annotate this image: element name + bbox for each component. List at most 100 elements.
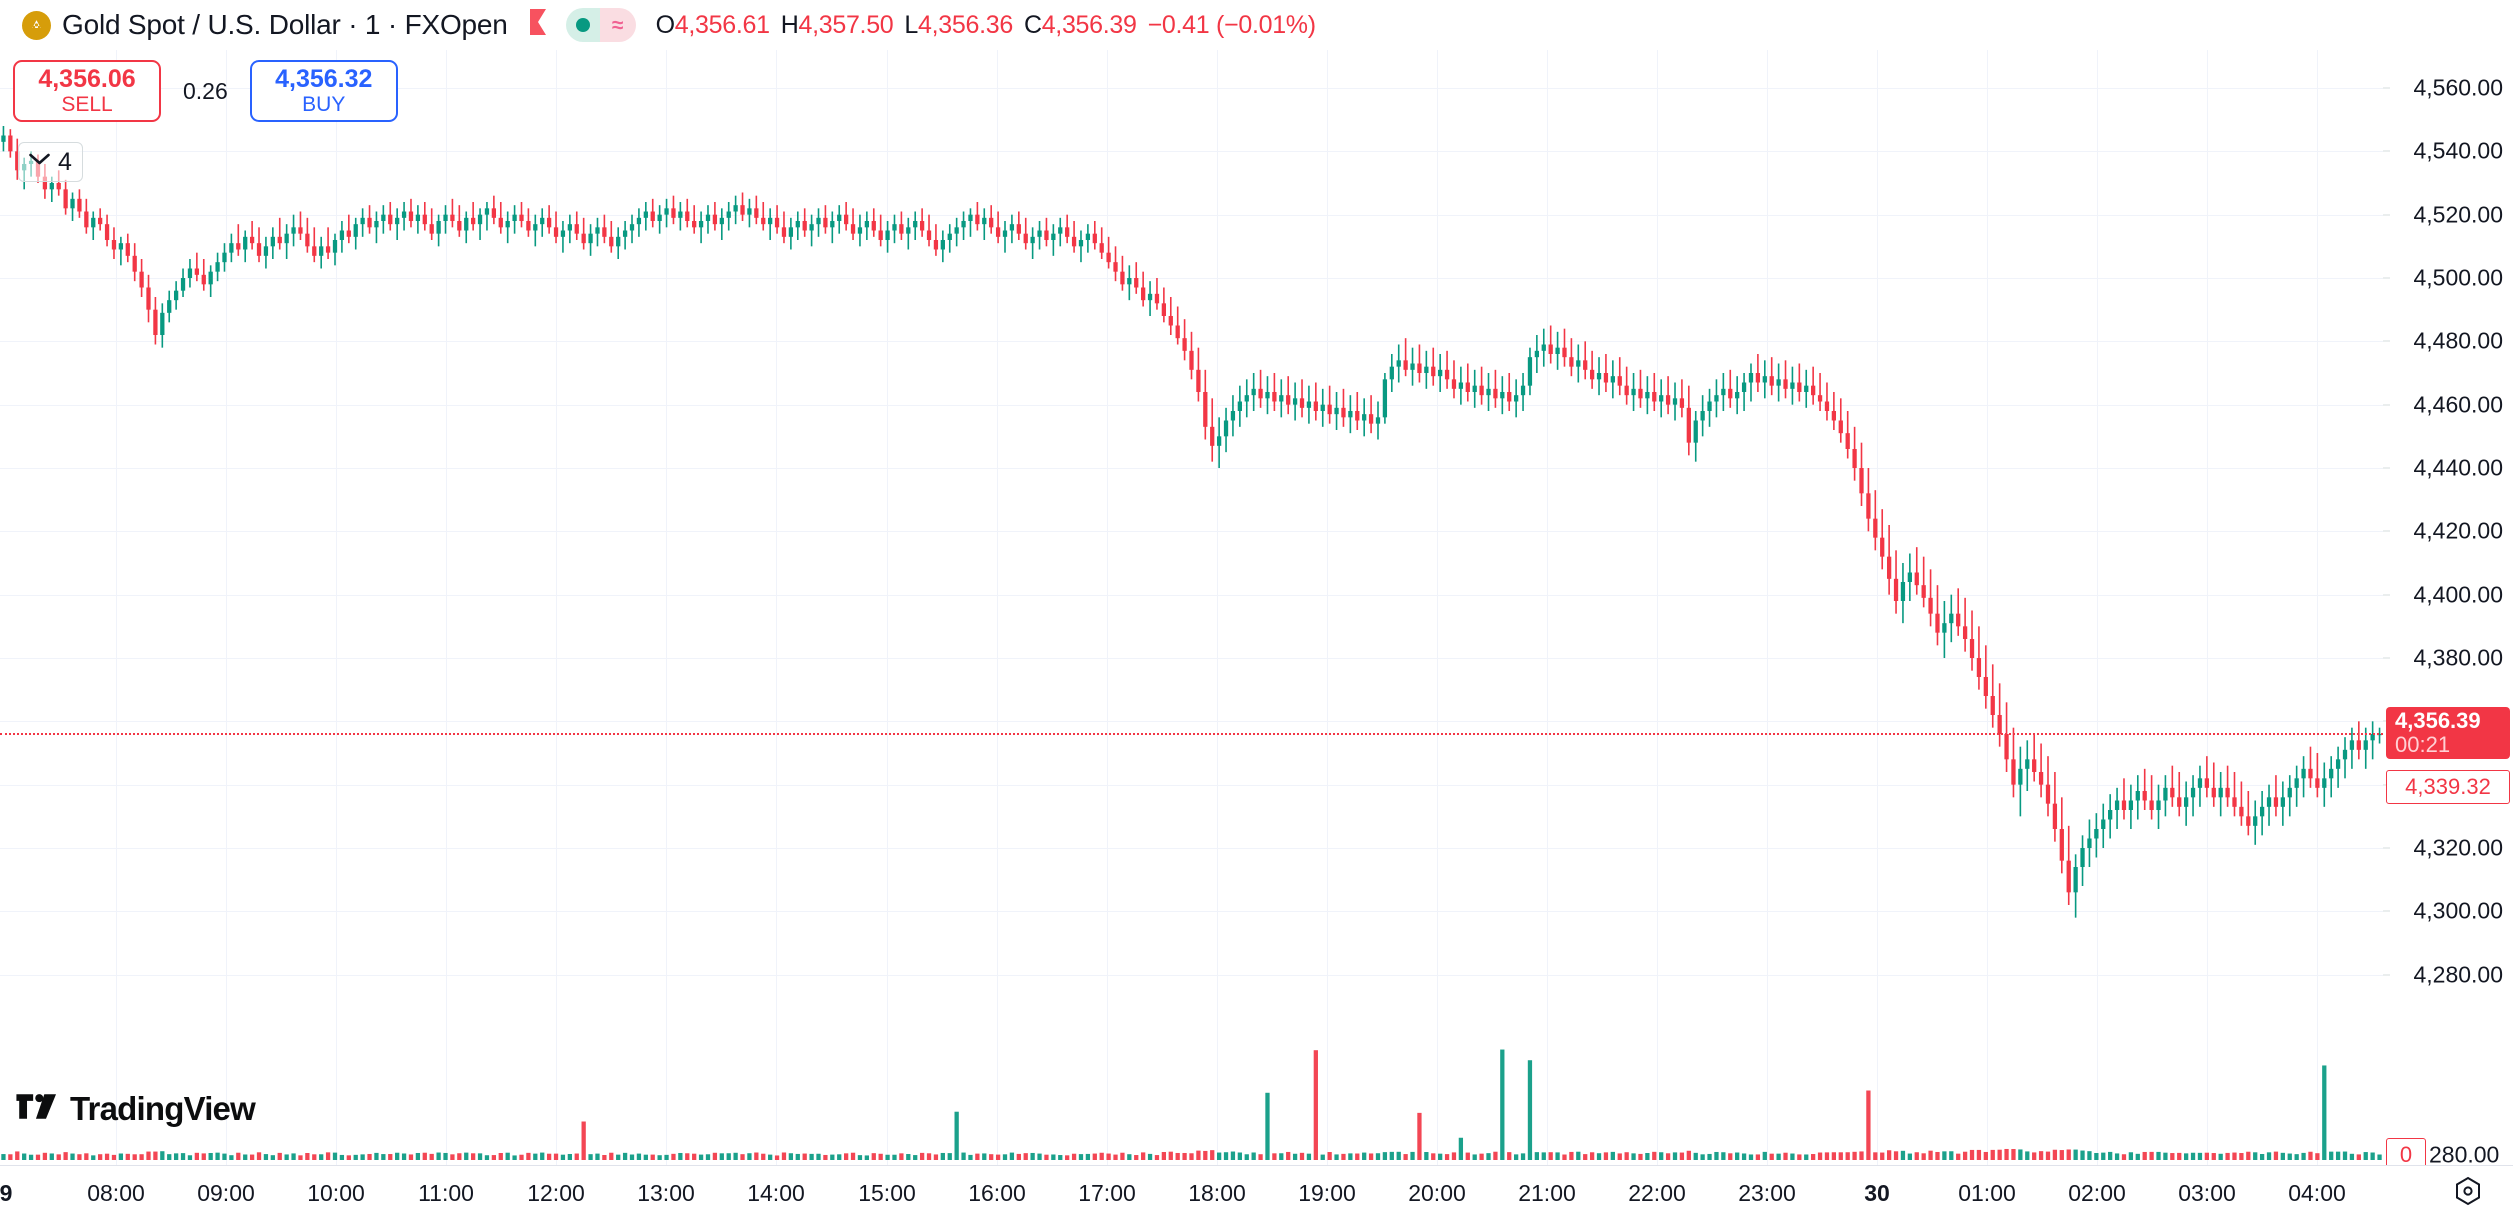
price-axis-tick: 4,420.00	[2413, 517, 2503, 544]
sell-button[interactable]: 4,356.06 SELL	[13, 60, 161, 122]
gridline-horizontal	[0, 848, 2383, 849]
price-axis-tick-dash	[2383, 277, 2390, 279]
chart-plot-area[interactable]	[0, 50, 2383, 1165]
time-axis-tick: 01:00	[1958, 1180, 2016, 1206]
gridline-horizontal	[0, 721, 2383, 723]
price-axis-tick-dash	[2383, 974, 2390, 976]
price-axis-tick: 4,320.00	[2413, 834, 2503, 861]
price-axis-tick: 4,440.00	[2413, 454, 2503, 481]
time-axis-tick: 18:00	[1188, 1180, 1246, 1206]
tradingview-watermark-text: TradingView	[70, 1090, 256, 1127]
green-dot-icon[interactable]	[565, 8, 600, 42]
chart-status-chips[interactable]: ≈	[565, 8, 636, 42]
gridline-vertical	[1877, 50, 1878, 1165]
trade-buttons-panel: 4,356.06 SELL 0.26 4,356.32 BUY	[13, 60, 398, 122]
price-axis-tick-dash	[2383, 657, 2390, 659]
gridline-horizontal	[0, 658, 2383, 659]
price-axis-tick-dash	[2383, 530, 2390, 532]
ohlc-high-label: H	[780, 10, 799, 39]
price-axis-tick-dash	[2383, 87, 2390, 89]
time-axis-tick: 21:00	[1518, 1180, 1576, 1206]
time-axis-tick: 23:00	[1738, 1180, 1796, 1206]
time-axis-tick: 16:00	[968, 1180, 1026, 1206]
chart-header: Gold Spot / U.S. Dollar · 1 · FXOpen ≈ O…	[0, 0, 2513, 50]
gridline-vertical	[666, 50, 667, 1165]
legend-count: 4	[58, 147, 72, 176]
ohlc-open-label: O	[655, 10, 675, 39]
time-axis-tick: 02:00	[2068, 1180, 2126, 1206]
time-axis[interactable]: 9 08:00 09:00 10:00 11:00 12:00 13:00 14:00 15:0…	[0, 1165, 2513, 1216]
symbol-title[interactable]: Gold Spot / U.S. Dollar · 1 · FXOpen	[62, 9, 508, 40]
gridline-horizontal	[0, 531, 2383, 533]
time-axis-tick: 15:00	[858, 1180, 916, 1206]
buy-button[interactable]: 4,356.32 BUY	[249, 60, 398, 122]
time-axis-tick: 14:00	[747, 1180, 805, 1206]
price-axis-tick-dash	[2383, 150, 2390, 152]
gridline-horizontal	[0, 468, 2383, 469]
gridline-horizontal	[0, 151, 2383, 153]
time-axis-tick: 19:00	[1298, 1180, 1356, 1206]
tradingview-watermark: TradingView	[16, 1090, 256, 1128]
price-axis-tick-dash	[2383, 910, 2390, 912]
ohlc-readout: O4,356.61 H4,357.50 L4,356.36 C4,356.39 −0.4…	[656, 11, 1316, 40]
gridline-horizontal	[0, 911, 2383, 913]
gridline-vertical	[446, 50, 447, 1165]
secondary-price-badge[interactable]: 4,339.32	[2386, 769, 2510, 804]
buy-price: 4,356.32	[275, 65, 373, 94]
ohlc-high-value: 4,357.50	[798, 10, 894, 39]
gridline-vertical	[1767, 50, 1768, 1165]
sell-price: 4,356.06	[38, 65, 136, 94]
price-axis-tick-dash	[2383, 847, 2390, 849]
gridline-vertical	[1327, 50, 1328, 1165]
ohlc-close-label: C	[1023, 10, 1042, 39]
gridline-vertical	[1987, 50, 1988, 1165]
price-axis-tick-dash	[2383, 467, 2390, 469]
gridline-vertical	[336, 50, 337, 1165]
sell-label: SELL	[61, 93, 113, 117]
price-axis-tick: 4,460.00	[2413, 391, 2503, 418]
gridline-horizontal	[0, 278, 2383, 279]
time-axis-tick: 9	[0, 1180, 13, 1206]
gold-symbol-icon	[22, 10, 51, 40]
time-axis-tick: 03:00	[2178, 1180, 2236, 1206]
price-axis-tick: 4,560.00	[2413, 74, 2503, 101]
price-axis-tick-dash	[2383, 594, 2390, 596]
approx-icon[interactable]: ≈	[599, 8, 636, 42]
tradingview-logo-icon	[16, 1092, 57, 1126]
ohlc-low-label: L	[904, 10, 919, 39]
gridline-vertical	[887, 50, 888, 1165]
gridline-vertical	[556, 50, 557, 1165]
gridline-vertical	[776, 50, 777, 1165]
price-axis-tick-dash	[2383, 340, 2390, 342]
chart-settings-icon[interactable]	[2449, 1172, 2487, 1210]
ohlc-low-value: 4,356.36	[918, 10, 1013, 39]
ohlc-change-value: −0.41 (−0.01%)	[1147, 10, 1316, 39]
time-axis-tick: 09:00	[197, 1180, 255, 1206]
current-price-value: 4,356.39	[2395, 707, 2481, 733]
current-price-badge[interactable]: 4,356.39 00:21	[2386, 706, 2510, 759]
price-axis-tick: 4,520.00	[2413, 201, 2503, 228]
chevron-down-icon[interactable]	[29, 153, 50, 171]
candlestick-series	[1, 126, 2382, 918]
spread-value: 0.26	[183, 77, 228, 104]
time-axis-tick: 04:00	[2288, 1180, 2346, 1206]
vertical-gridlines	[0, 50, 2383, 1165]
gridline-horizontal	[0, 594, 2383, 596]
price-axis-tick: 4,300.00	[2413, 897, 2503, 924]
price-axis-tick-dash	[2383, 214, 2390, 216]
gridline-vertical	[2317, 50, 2318, 1165]
current-price-line	[0, 732, 2383, 735]
time-axis-tick: 22:00	[1628, 1180, 1686, 1206]
gridline-vertical	[1107, 50, 1108, 1165]
price-axis[interactable]: 4,356.39 00:21 4,339.32 0 4,560.00 4,540.…	[2383, 50, 2513, 1172]
gridline-horizontal	[0, 214, 2383, 216]
legend-collapse-pill[interactable]: 4	[18, 142, 83, 182]
price-axis-tick: 4,280.00	[2413, 961, 2503, 988]
time-axis-tick: 20:00	[1408, 1180, 1466, 1206]
ohlc-close-value: 4,356.39	[1041, 10, 1137, 39]
red-flag-icon[interactable]	[528, 8, 548, 42]
time-axis-tick: 11:00	[418, 1180, 474, 1206]
gridline-vertical	[226, 50, 227, 1165]
price-axis-tick: 4,480.00	[2413, 327, 2503, 354]
